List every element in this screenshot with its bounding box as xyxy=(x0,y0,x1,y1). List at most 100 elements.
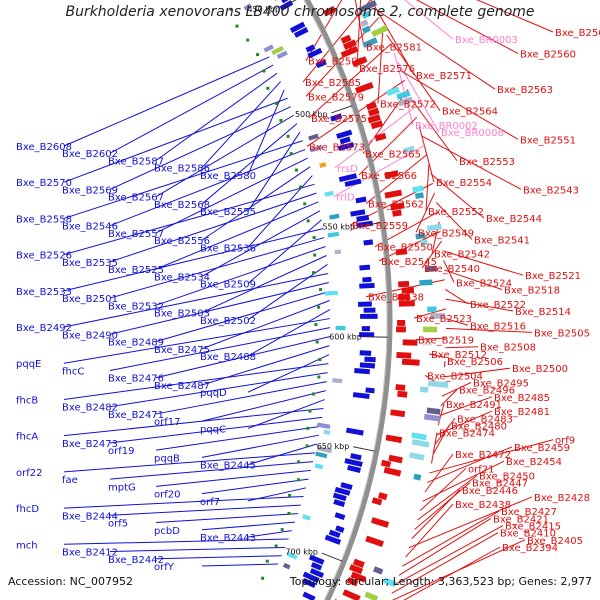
gene-label[interactable]: mptG xyxy=(108,482,136,493)
gene-label[interactable]: Bxe_B2540 xyxy=(424,264,480,275)
gene-label[interactable]: Bxe_B2569 xyxy=(62,185,118,196)
gene-label[interactable]: Bxe_B2581 xyxy=(366,42,422,53)
gene-label[interactable]: Bxe_B2490 xyxy=(62,330,118,341)
gene-label[interactable]: Bxe_B2576 xyxy=(359,64,415,75)
gene-label[interactable]: Bxe_B2476 xyxy=(108,374,164,385)
gene-label[interactable]: Bxe_B2587 xyxy=(108,156,164,167)
gene-label[interactable]: Bxe_B2512 xyxy=(431,350,487,361)
gene-label[interactable]: orf9 xyxy=(555,436,575,447)
gene-label[interactable]: Bxe_B2412 xyxy=(62,548,118,559)
gene-label[interactable]: Bxe_B2445 xyxy=(200,461,256,472)
gene-label[interactable]: Bxe_B2536 xyxy=(200,243,256,254)
gene-label[interactable]: fhcA xyxy=(16,432,38,443)
gene-label[interactable]: Bxe_B2471 xyxy=(108,410,164,421)
gene-label[interactable]: Bxe_B2472 xyxy=(455,450,511,461)
gene-label[interactable]: Bxe_B2487 xyxy=(154,381,210,392)
gene-label[interactable]: Bxe_B2415 xyxy=(505,522,561,533)
gene-label[interactable]: Bxe_B2533 xyxy=(16,287,72,298)
gene-label[interactable]: orf21 xyxy=(468,464,494,475)
gene-label[interactable]: pqqE xyxy=(16,359,41,370)
gene-label[interactable]: Bxe_B2516 xyxy=(470,321,526,332)
gene-label[interactable]: pcbD xyxy=(154,526,180,537)
gene-label[interactable]: Bxe_B2555 xyxy=(200,207,256,218)
gene-label[interactable]: Bxe_B2580 xyxy=(200,171,256,182)
gene-label[interactable]: Bxe_B2489 xyxy=(108,338,164,349)
gene-label[interactable]: Bxe_B2602 xyxy=(62,149,118,160)
gene-label[interactable]: Bxe_B2473 xyxy=(62,439,118,450)
gene-label[interactable]: Bxe_B2519 xyxy=(418,336,474,347)
gene-label[interactable]: Bxe_B2565 xyxy=(365,150,421,161)
gene-label[interactable]: rrsD xyxy=(337,164,358,175)
gene-label[interactable]: orf7 xyxy=(200,497,220,508)
gene-label[interactable]: Bxe_B2502 xyxy=(200,316,256,327)
gene-label[interactable]: Bxe_B2571 xyxy=(416,71,472,82)
gene-label[interactable]: Bxe_B2508 xyxy=(480,343,536,354)
gene-label[interactable]: Bxe_B2450 xyxy=(479,471,535,482)
gene-label[interactable]: Bxe_B2506 xyxy=(447,357,503,368)
gene-label[interactable]: Bxe_B2546 xyxy=(62,222,118,233)
gene-label[interactable]: orf19 xyxy=(108,446,134,457)
gene-label[interactable]: Bxe_B2482 xyxy=(62,403,118,414)
gene-label[interactable]: Bxe_B2579 xyxy=(308,92,364,103)
gene-label[interactable]: Bxe_B2480 xyxy=(451,421,507,432)
gene-label[interactable]: Bxe_B2475 xyxy=(154,345,210,356)
gene-label[interactable]: mch xyxy=(16,540,38,551)
gene-label[interactable]: Bxe_B2442 xyxy=(108,555,164,566)
gene-label[interactable]: Bxe_B2549 xyxy=(418,228,474,239)
gene-label[interactable]: Bxe_B2564 xyxy=(442,107,498,118)
gene-label[interactable]: Bxe_B2550 xyxy=(377,243,433,254)
gene-label[interactable]: Bxe_B2481 xyxy=(494,407,550,418)
gene-label[interactable]: Bxe_B2543 xyxy=(523,185,579,196)
gene-label[interactable]: fhcB xyxy=(16,395,38,406)
gene-label[interactable]: Bxe_B2554 xyxy=(436,178,492,189)
gene-label[interactable]: Bxe_B2538 xyxy=(368,293,424,304)
gene-label[interactable]: Bxe_BR0002 xyxy=(415,121,478,132)
gene-label[interactable]: Bxe_B2394 xyxy=(502,543,558,554)
gene-label[interactable]: Bxe_B2446 xyxy=(462,486,518,497)
gene-label[interactable]: Bxe_B2447 xyxy=(472,479,528,490)
gene-label[interactable]: Bxe_B2558 xyxy=(16,214,72,225)
gene-label[interactable]: Bxe_B2563 xyxy=(497,85,553,96)
gene-label[interactable]: Bxe_B2504 xyxy=(427,371,483,382)
gene-label[interactable]: Bxe_B2514 xyxy=(515,307,571,318)
gene-label[interactable]: Bxe_B2496 xyxy=(459,386,515,397)
gene-label[interactable]: Bxe_B2559 xyxy=(352,221,408,232)
gene-label[interactable]: Bxe_B2495 xyxy=(473,378,529,389)
gene-label[interactable]: Bxe_BR0006 xyxy=(441,128,504,139)
gene-label[interactable]: orf20 xyxy=(154,490,180,501)
gene-label[interactable]: pqqB xyxy=(154,453,180,464)
gene-label[interactable]: orf17 xyxy=(154,417,180,428)
gene-label[interactable]: Bxe_B2556 xyxy=(154,236,210,247)
gene-label[interactable]: Bxe_B2483 xyxy=(457,414,513,425)
gene-label[interactable]: Bxe_B2608 xyxy=(16,142,72,153)
gene-label[interactable]: Bxe_B2562 xyxy=(368,200,424,211)
gene-label[interactable]: Bxe_B2590 xyxy=(308,57,364,68)
gene-label[interactable]: Bxe_B2522 xyxy=(470,300,526,311)
gene-label[interactable]: Bxe_B2553 xyxy=(459,157,515,168)
gene-label[interactable]: Bxe_B2492 xyxy=(16,323,72,334)
gene-label[interactable]: Bxe_B2421 xyxy=(493,514,549,525)
gene-label[interactable]: Bxe_B2454 xyxy=(506,457,562,468)
gene-label[interactable]: Bxe_B2535 xyxy=(62,258,118,269)
gene-label[interactable]: Bxe_B2545 xyxy=(381,257,437,268)
gene-label[interactable]: orfY xyxy=(154,562,175,573)
gene-label[interactable]: Bxe_B2427 xyxy=(501,507,557,518)
gene-label[interactable]: Bxe_B2532 xyxy=(108,301,164,312)
gene-label[interactable]: fae xyxy=(62,475,78,486)
gene-label[interactable]: Bxe_B2585 xyxy=(305,78,361,89)
gene-label[interactable]: Bxe_B2573 xyxy=(309,142,365,153)
gene-label[interactable]: Bxe_B2488 xyxy=(200,352,256,363)
gene-label[interactable]: Bxe_B2443 xyxy=(200,533,256,544)
gene-label[interactable]: Bxe_B2518 xyxy=(504,286,560,297)
gene-label[interactable]: Bxe_B2557 xyxy=(108,229,164,240)
gene-label[interactable]: Bxe_BR0003 xyxy=(455,35,518,46)
gene-label[interactable]: Bxe_B2524 xyxy=(456,278,512,289)
gene-label[interactable]: Bxe_B2491 xyxy=(446,400,502,411)
gene-label[interactable]: Bxe_B2444 xyxy=(62,511,118,522)
gene-label[interactable]: Bxe_B2568 xyxy=(154,200,210,211)
gene-label[interactable]: Bxe_B2500 xyxy=(512,364,568,375)
gene-label[interactable]: orf5 xyxy=(108,519,128,530)
gene-label[interactable]: Bxe_B2551 xyxy=(520,135,576,146)
gene-label[interactable]: Bxe_B2552 xyxy=(428,207,484,218)
gene-label[interactable]: fhcC xyxy=(62,366,84,377)
